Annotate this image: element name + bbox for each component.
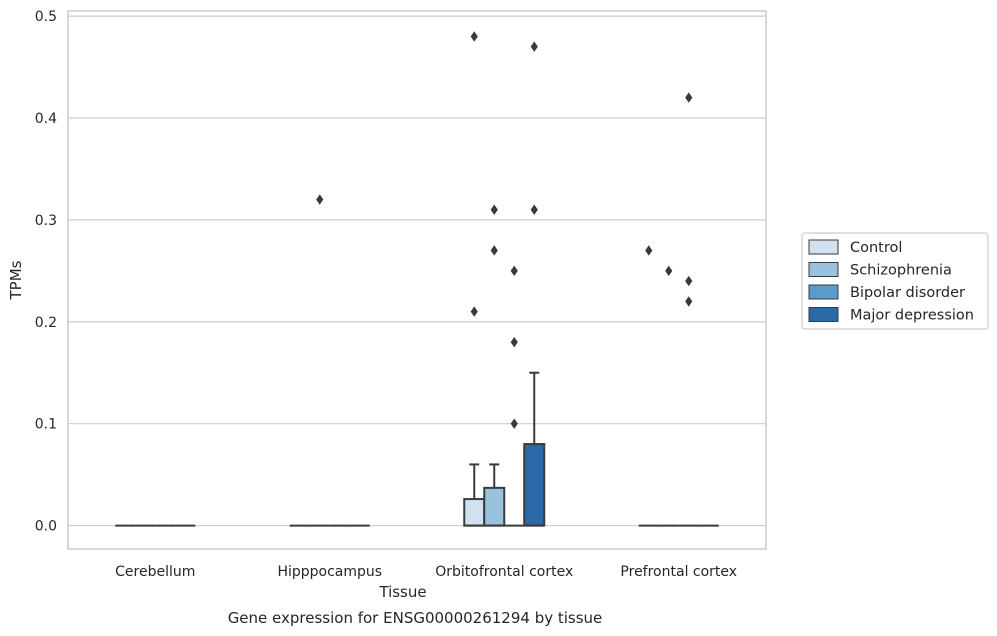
outlier-point bbox=[470, 306, 478, 317]
box-iqr bbox=[463, 498, 486, 527]
outlier-point bbox=[685, 92, 693, 103]
legend-swatch bbox=[808, 284, 839, 300]
y-tick-labels: 0.0 0.1 0.2 0.3 0.4 0.5 bbox=[35, 9, 57, 534]
y-tick-label: 0.4 bbox=[35, 111, 57, 127]
legend-entry: Major depression bbox=[808, 307, 974, 324]
x-tick-labels: Cerebellum Hipppocampus Orbitofrontal cort… bbox=[115, 564, 737, 580]
legend-frame bbox=[801, 232, 989, 330]
outlier-point bbox=[530, 204, 538, 215]
box-major-depression bbox=[523, 371, 546, 527]
y-tick-label: 0.0 bbox=[35, 519, 57, 535]
legend-entry: Control bbox=[808, 239, 902, 256]
outlier-point bbox=[316, 194, 324, 205]
outlier-point bbox=[685, 275, 693, 287]
legend-entry: Schizophrenia bbox=[808, 262, 952, 279]
legend-label: Control bbox=[850, 240, 902, 256]
box-schizophrenia bbox=[483, 463, 506, 527]
outlier-point bbox=[645, 245, 653, 256]
y-tick-label: 0.5 bbox=[35, 9, 57, 25]
outlier-point bbox=[510, 265, 518, 277]
legend-entry: Bipolar disorder bbox=[808, 284, 965, 301]
legend-label: Bipolar disorder bbox=[850, 285, 965, 301]
outlier-point bbox=[685, 296, 693, 307]
y-axis-label: TPMs bbox=[7, 260, 25, 300]
x-tick-label: Prefrontal cortex bbox=[620, 564, 737, 580]
legend-items: Control Schizophrenia Bipolar disorder Majo… bbox=[808, 239, 974, 324]
y-tick-label: 0.2 bbox=[35, 315, 57, 331]
x-tick-label: Orbitofrontal cortex bbox=[435, 564, 573, 580]
boxes-layer bbox=[115, 371, 719, 527]
box-control bbox=[463, 463, 486, 527]
legend-swatch bbox=[808, 262, 839, 277]
outlier-point bbox=[530, 41, 538, 52]
chart-caption: Gene expression for ENSG00000261294 by t… bbox=[228, 609, 603, 627]
legend: Control Schizophrenia Bipolar disorder Majo… bbox=[801, 232, 989, 330]
box-iqr bbox=[523, 443, 546, 527]
legend-swatch bbox=[808, 239, 839, 255]
outliers-layer bbox=[316, 31, 693, 429]
outlier-point bbox=[665, 265, 673, 277]
legend-label: Major depression bbox=[850, 308, 974, 324]
y-tick-label: 0.1 bbox=[35, 417, 57, 433]
outlier-point bbox=[510, 336, 518, 348]
outlier-point bbox=[470, 31, 478, 42]
box-iqr bbox=[483, 486, 506, 527]
x-tick-label: Cerebellum bbox=[115, 564, 195, 580]
outlier-point bbox=[490, 204, 498, 215]
plot-frame bbox=[67, 10, 767, 550]
legend-label: Schizophrenia bbox=[850, 263, 952, 279]
outlier-point bbox=[490, 245, 498, 256]
outlier-point bbox=[510, 418, 518, 429]
y-tick-label: 0.3 bbox=[35, 213, 57, 229]
x-axis-label: Tissue bbox=[378, 583, 426, 601]
x-tick-label: Hipppocampus bbox=[277, 564, 382, 580]
legend-swatch bbox=[808, 307, 839, 322]
grid-layer bbox=[68, 15, 766, 527]
